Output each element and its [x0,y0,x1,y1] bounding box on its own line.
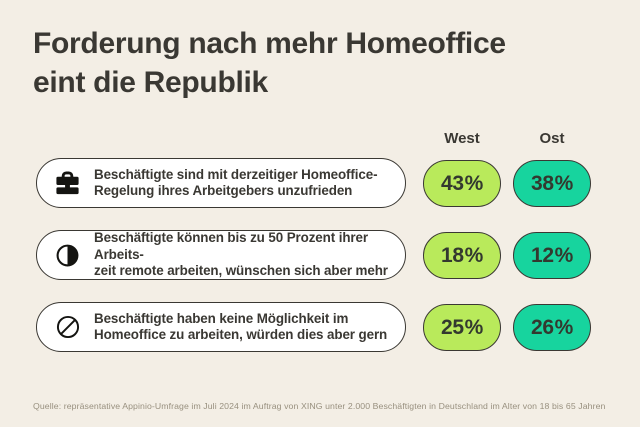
value-badge-ost-row-3: 26 % [513,304,591,351]
source-note: Quelle: repräsentative Appinio-Umfrage i… [33,401,606,411]
value-badge-west-row-2: 18 % [423,232,501,279]
value-badge-ost-row-1: 38 % [513,160,591,207]
row-label-line-1: Beschäftigte haben keine Möglichkeit im [94,310,349,326]
table-row-keine-moeglichkeit: Beschäftigte haben keine Möglichkeit im … [36,302,406,352]
row-label: Beschäftigte können bis zu 50 Prozent ih… [94,230,405,280]
half-circle-icon [54,242,81,269]
row-label-line-1: Beschäftigte sind mit derzeitiger Homeof… [94,166,378,182]
table-row-remote-teilzeit: Beschäftigte können bis zu 50 Prozent ih… [36,230,406,280]
row-label: Beschäftigte sind mit derzeitiger Homeof… [94,166,378,200]
table-row-unzufrieden: Beschäftigte sind mit derzeitiger Homeof… [36,158,406,208]
row-label-line-2: Homeoffice zu arbeiten, würden dies aber… [94,327,388,342]
briefcase-icon [54,170,81,197]
value-badge-west-row-3: 25 % [423,304,501,351]
row-label-line-2: zeit remote arbeiten, wünschen sich aber… [94,263,388,279]
row-label-line-1: Beschäftigte können bis zu 50 Prozent ih… [94,230,368,262]
page-title: Forderung nach mehr Homeoffice eint die … [33,24,613,102]
value-badge-west-row-1: 43 % [423,160,501,207]
page-title-line-1: Forderung nach mehr Homeoffice [33,27,506,60]
page-title-line-2: eint die Republik [33,66,268,99]
row-label: Beschäftigte haben keine Möglichkeit im … [94,311,387,344]
prohibition-icon [54,314,81,341]
column-header-ost: Ost [539,130,565,147]
row-label-line-2: Regelung ihres Arbeitgebers unzufrieden [94,183,353,198]
column-header-west: West [444,130,480,147]
value-badge-ost-row-2: 12 % [513,232,591,279]
